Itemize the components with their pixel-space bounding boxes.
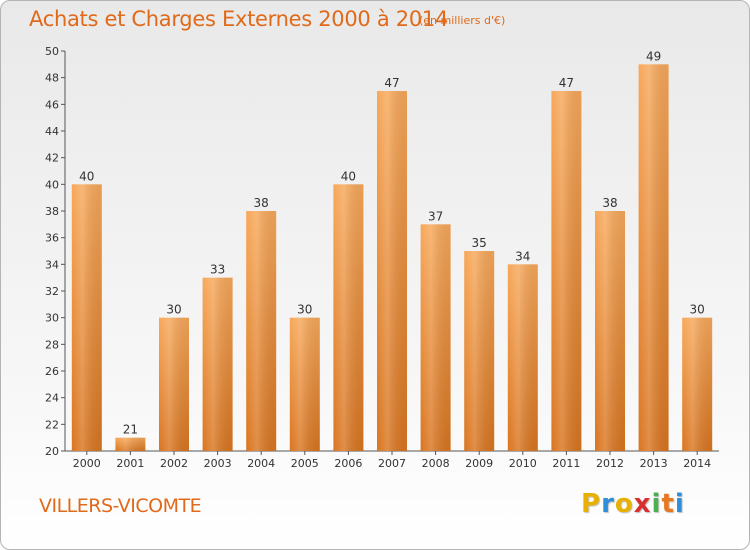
bar-value-label: 34 [515,249,530,263]
logo-letter: P [581,489,602,519]
bar-value-label: 38 [602,196,617,210]
bar-labels: 40 21 30 33 38 30 40 47 37 35 34 47 38 49 30 [79,49,705,436]
x-tick-label: 2001 [116,457,144,470]
x-tick-label: 2006 [334,457,362,470]
logo-letter: x [633,489,652,519]
bar-value-label: 47 [559,76,574,90]
bar-value-label: 40 [79,169,94,183]
bar-sheen [638,64,669,452]
bar-value-label: 40 [341,169,356,183]
y-tick-label: 22 [45,418,59,431]
x-tick-label: 2011 [552,457,580,470]
x-tick-label: 2007 [378,457,406,470]
bar-sheen [246,211,277,451]
y-tick-label: 32 [45,285,59,298]
x-tick-label: 2010 [509,457,537,470]
bar-sheen [464,251,495,451]
y-tick-label: 42 [45,152,59,165]
y-tick-label: 38 [45,205,59,218]
bar-sheen [202,277,233,451]
logo-letter: r [601,489,615,519]
y-tick-label: 20 [45,445,59,458]
y-tick-label: 36 [45,232,59,245]
bar-sheen [420,224,451,451]
commune-name: VILLERS-VICOMTE [39,495,202,517]
y-tick-label: 50 [45,45,59,58]
bar-sheen [289,317,320,451]
y-tick-label: 44 [45,125,59,138]
bar-value-label: 30 [690,303,705,317]
bar-sheen [682,317,713,451]
chart-title: Achats et Charges Externes 2000 à 2014 [29,7,449,31]
bar-value-label: 47 [384,76,399,90]
y-tick-label: 34 [45,258,59,271]
y-tick-label: 40 [45,178,59,191]
x-tick-label: 2012 [596,457,624,470]
bar-sheen [595,211,625,451]
bar-value-label: 30 [297,303,312,317]
bar-value-label: 21 [123,423,138,437]
bar-value-label: 49 [646,49,661,63]
logo-letter: i [651,489,662,519]
bar-sheen [377,91,407,451]
y-tick-label: 48 [45,72,59,85]
bar-sheen [333,184,364,452]
bar-value-label: 35 [472,236,487,250]
bars [71,64,713,452]
x-tick-label: 2002 [160,457,188,470]
bar-sheen [159,317,189,451]
x-tick-label: 2014 [683,457,711,470]
proxiti-logo: Proxiti [581,489,685,519]
chart-subtitle: (en milliers d'€) [419,14,506,27]
y-tick-label: 46 [45,98,59,111]
y-tick-label: 30 [45,312,59,325]
bar-sheen [551,91,582,451]
y-tick-label: 28 [45,338,59,351]
x-tick-label: 2008 [422,457,450,470]
logo-letter: t [661,489,675,519]
bar-sheen [115,437,146,451]
axes: 20 22 24 26 28 30 32 34 36 38 40 42 44 46 48 50 2000 2001… [45,45,719,470]
x-tick-label: 2003 [204,457,232,470]
y-tick-label: 24 [45,392,59,405]
bar-sheen [71,184,102,452]
bar-value-label: 37 [428,209,443,223]
x-tick-label: 2005 [291,457,319,470]
bar-value-label: 33 [210,263,225,277]
x-tick-label: 2009 [465,457,493,470]
y-tick-label: 26 [45,365,59,378]
x-tick-label: 2000 [73,457,101,470]
x-tick-label: 2013 [640,457,668,470]
logo-letter: o [614,489,634,519]
bar-value-label: 30 [166,303,181,317]
bar-value-label: 38 [254,196,269,210]
logo-letter: i [674,489,685,519]
x-tick-label: 2004 [247,457,275,470]
bar-sheen [507,264,538,451]
